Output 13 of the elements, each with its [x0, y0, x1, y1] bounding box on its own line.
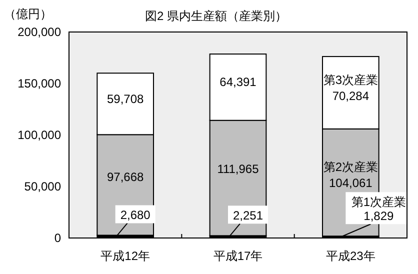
- x-tick-label: 平成23年: [326, 249, 376, 263]
- data-label: 1,829: [364, 209, 394, 224]
- chart-title: 図2 県内生産額（産業別）: [145, 9, 288, 23]
- y-tick-label: 150,000: [18, 76, 62, 90]
- y-tick-label: 50,000: [24, 180, 62, 194]
- y-tick-label: 200,000: [18, 25, 62, 39]
- y-axis-title: （億円）: [4, 7, 52, 21]
- data-label: 2,680: [120, 208, 151, 222]
- y-tick-label: 100,000: [18, 128, 62, 142]
- x-tick-label: 平成12年: [100, 249, 150, 263]
- data-label: 2,251: [232, 208, 264, 223]
- y-tick-label: 0: [54, 231, 62, 245]
- x-tick-label: 平成17年: [213, 249, 263, 263]
